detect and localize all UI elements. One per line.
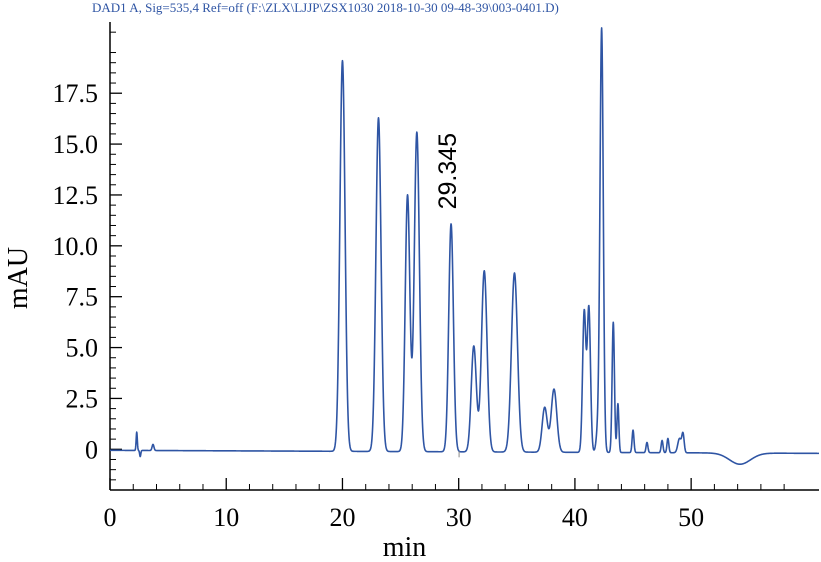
x-axis-title: min xyxy=(383,532,427,562)
x-tick-label: 30 xyxy=(446,503,472,532)
y-tick-label: 7.5 xyxy=(66,283,99,312)
x-tick-label: 10 xyxy=(213,503,239,532)
y-tick-label: 5.0 xyxy=(66,334,99,363)
peak-label: 29.345 xyxy=(434,133,462,209)
y-tick-label: 17.5 xyxy=(53,79,99,108)
x-tick-label: 50 xyxy=(678,503,704,532)
y-tick-label: 2.5 xyxy=(66,384,99,413)
labels: min mAU 29.345 xyxy=(3,133,462,562)
y-tick-label: 15.0 xyxy=(53,130,99,159)
y-tick-label: 0 xyxy=(85,435,98,464)
trace-layer xyxy=(109,27,820,466)
x-tick-label: 40 xyxy=(562,503,588,532)
ticks: 0 10 20 30 40 50 0 2.5 5.0 7.5 10.0 12.5 15.0 17.5 xyxy=(53,31,785,532)
chromatogram-trace xyxy=(109,27,820,466)
y-tick-label: 10.0 xyxy=(53,232,99,261)
y-tick-label: 12.5 xyxy=(53,181,99,210)
x-tick-label: 20 xyxy=(329,503,355,532)
y-axis-title: mAU xyxy=(3,247,34,309)
x-tick-label: 0 xyxy=(104,503,117,532)
chart-header: DAD1 A, Sig=535,4 Ref=off (F:\ZLX\LJJP\Z… xyxy=(92,0,559,15)
axes xyxy=(109,22,819,491)
